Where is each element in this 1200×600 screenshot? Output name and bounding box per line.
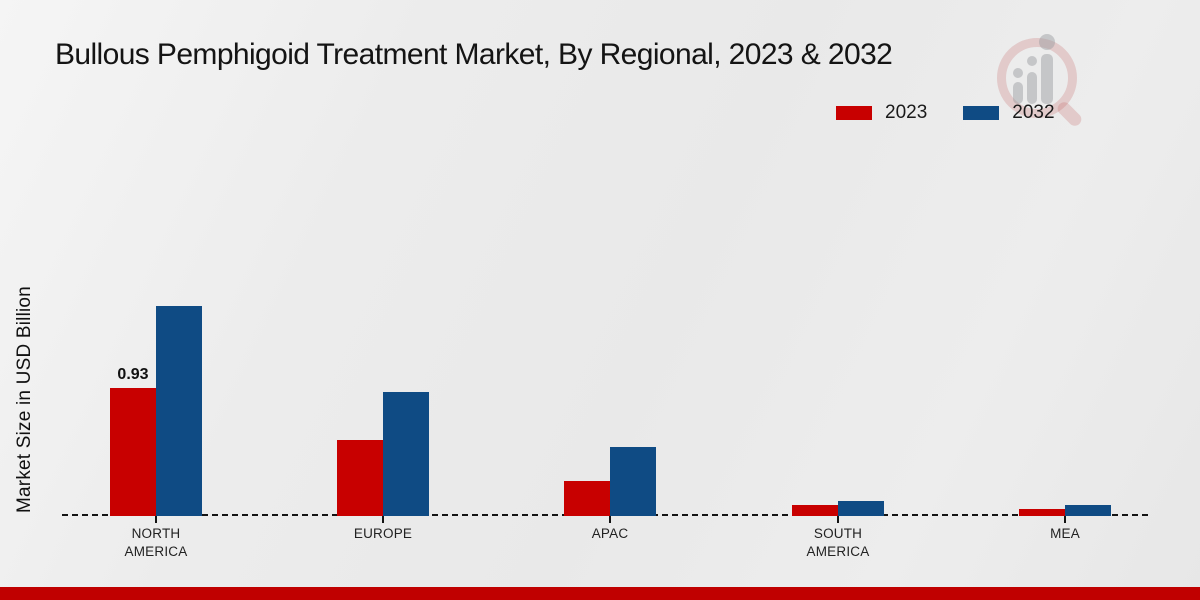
bar-2032-europe — [383, 392, 429, 516]
x-axis-tick — [609, 516, 611, 523]
bar-2023-europe — [337, 440, 383, 516]
bar-2032-mea — [1065, 505, 1111, 516]
bar-value-label: 0.93 — [117, 366, 149, 383]
footer-red-band — [0, 587, 1200, 600]
x-axis-label-north-america: NORTH AMERICA — [124, 526, 188, 559]
bar-2032-apac — [610, 447, 656, 516]
x-axis-label-europe: EUROPE — [353, 526, 413, 541]
bar-2023-apac — [564, 481, 610, 516]
x-axis-label-apac: APAC — [591, 526, 629, 541]
bar-2023-north-america — [110, 388, 156, 516]
x-axis-label-south-america: SOUTH AMERICA — [806, 526, 870, 559]
legend-label-2023: 2023 — [885, 102, 928, 123]
legend: 2023 2032 — [836, 102, 1055, 124]
legend-swatch-2032 — [963, 106, 1000, 120]
legend-swatch-2023 — [836, 106, 872, 120]
bar-2032-north-america — [156, 306, 202, 516]
x-axis-tick — [837, 516, 839, 523]
legend-label-2032: 2032 — [1012, 102, 1055, 123]
bar-2023-south-america — [792, 505, 838, 516]
legend-item-2032: 2032 — [963, 102, 1055, 124]
x-axis-tick — [1064, 516, 1066, 523]
chart-title: Bullous Pemphigoid Treatment Market, By … — [55, 38, 893, 71]
bar-2032-south-america — [838, 501, 884, 516]
x-axis-label-mea: MEA — [1050, 526, 1080, 541]
legend-item-2023: 2023 — [836, 102, 927, 124]
bar-2023-mea — [1019, 509, 1065, 516]
x-axis-tick — [155, 516, 157, 523]
x-axis-tick — [382, 516, 384, 523]
